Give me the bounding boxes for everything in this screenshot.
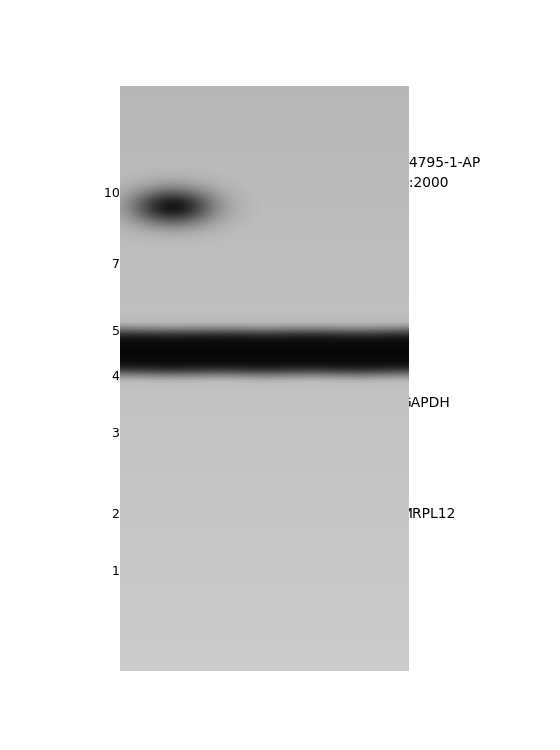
Text: 100 kDa: 100 kDa bbox=[104, 187, 157, 200]
Text: sh-control: sh-control bbox=[194, 98, 250, 154]
Text: 70 kDa: 70 kDa bbox=[112, 258, 157, 271]
Text: shRNA-1: shRNA-1 bbox=[266, 104, 315, 154]
Text: GAPDH: GAPDH bbox=[401, 396, 450, 410]
Text: 20 kDa: 20 kDa bbox=[113, 508, 157, 521]
Text: 40 kDa: 40 kDa bbox=[113, 370, 157, 382]
Text: MRPL12: MRPL12 bbox=[401, 508, 456, 521]
Text: 50 kDa: 50 kDa bbox=[112, 325, 157, 338]
Text: shRNA-2: shRNA-2 bbox=[337, 104, 386, 154]
Text: HeLa: HeLa bbox=[252, 616, 298, 634]
Text: 15 kDa: 15 kDa bbox=[113, 566, 157, 578]
Text: 30 kDa: 30 kDa bbox=[113, 427, 157, 440]
Text: 14795-1-AP
1:2000: 14795-1-AP 1:2000 bbox=[401, 157, 481, 190]
Text: WWW.PTGLAB.COM: WWW.PTGLAB.COM bbox=[236, 285, 314, 478]
